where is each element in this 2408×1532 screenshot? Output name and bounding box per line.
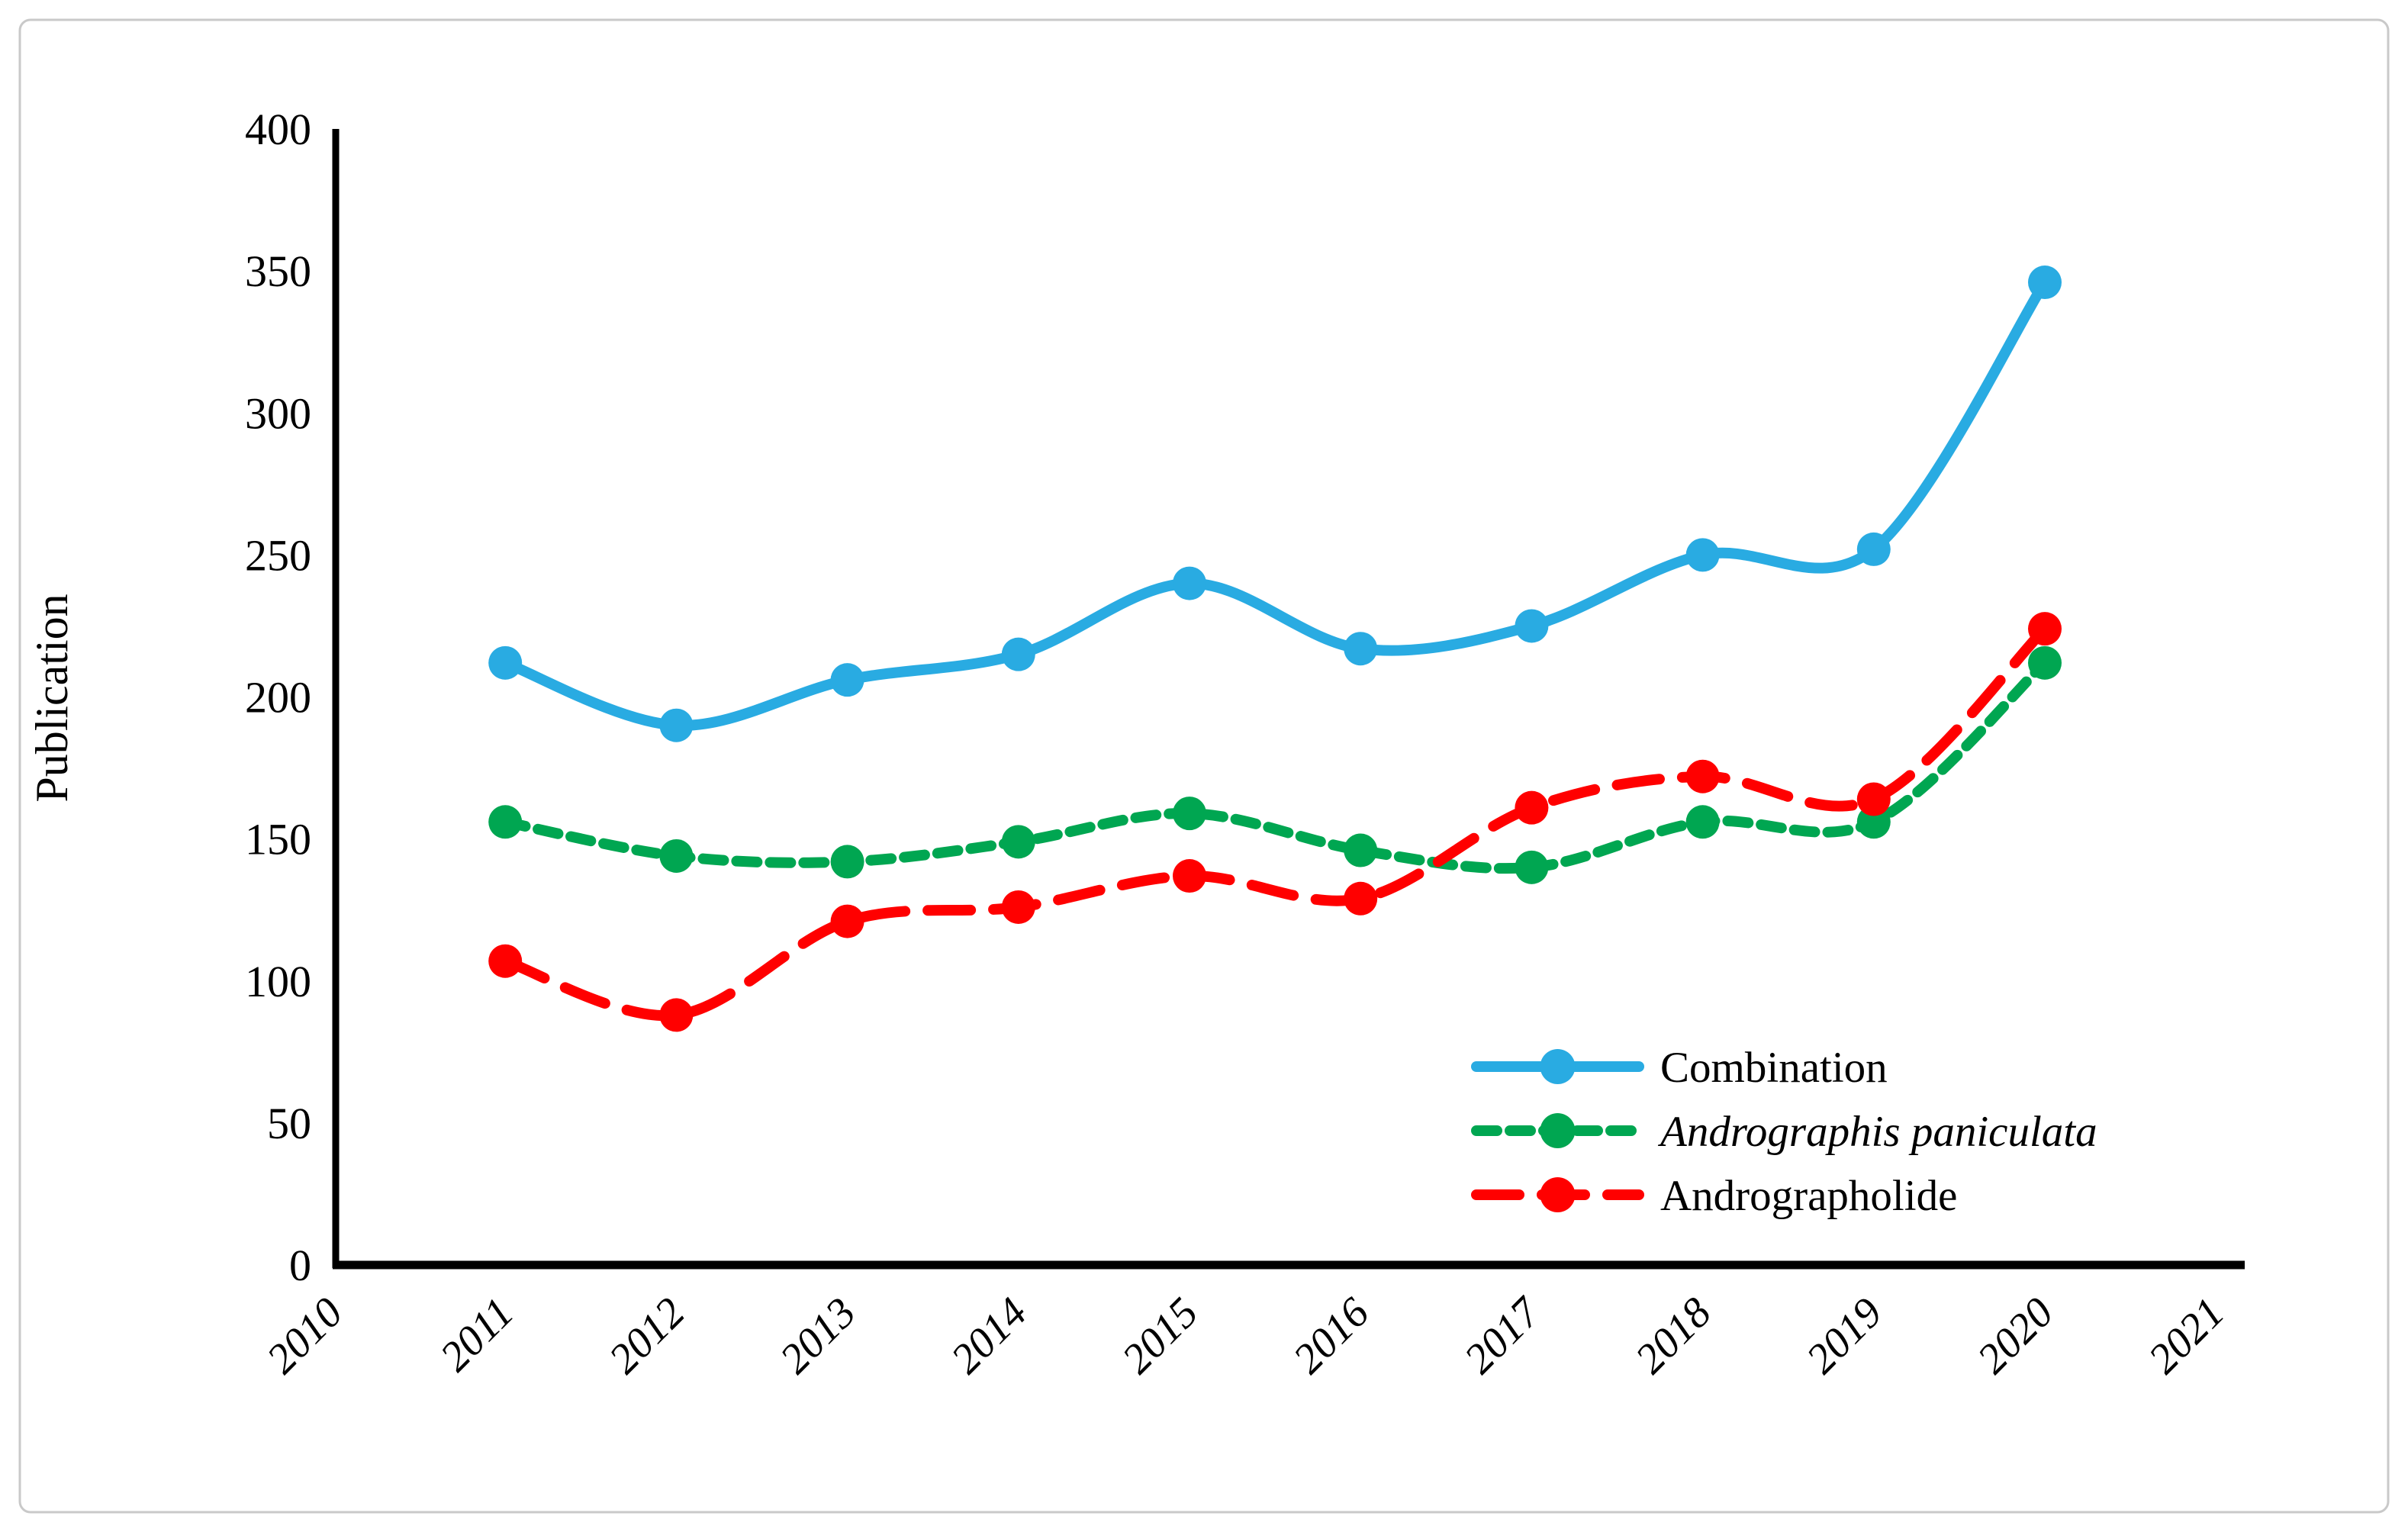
legend-label: Andrographis paniculata <box>1657 1108 2097 1156</box>
legend: Combination Andrographis paniculata Androg… <box>1471 1044 2097 1220</box>
data-point-marker <box>1173 859 1206 893</box>
series-line-andrographolide <box>500 623 2050 1022</box>
data-point-marker <box>1344 881 1378 916</box>
data-point-marker <box>830 845 864 879</box>
data-point-marker <box>659 838 694 873</box>
data-point-marker <box>1173 797 1206 831</box>
data-point-marker <box>1515 790 1549 825</box>
data-point-marker <box>1515 609 1549 643</box>
axes <box>332 129 2245 1270</box>
data-point-marker <box>1344 632 1378 666</box>
series-markers <box>488 266 2062 1032</box>
data-point-marker <box>2028 612 2062 646</box>
y-tick-label: 150 <box>245 815 311 864</box>
data-point-marker <box>2028 645 2062 680</box>
data-point-marker <box>1173 566 1206 600</box>
data-point-marker <box>488 944 523 978</box>
data-point-marker <box>1685 538 1720 572</box>
y-tick-label: 250 <box>245 530 311 580</box>
legend-label: Combination <box>1660 1044 1888 1092</box>
series-line-combination <box>500 277 2050 731</box>
legend-marker <box>1540 1113 1576 1148</box>
data-point-marker <box>1001 637 1035 671</box>
y-axis-tick-labels: 0 50 100 150 200 250 300 350 400 <box>245 105 311 1290</box>
data-point-marker <box>1856 532 1891 566</box>
data-point-marker <box>1685 759 1720 793</box>
legend-marker <box>1540 1177 1576 1212</box>
y-tick-label: 50 <box>267 1099 311 1148</box>
data-point-marker <box>830 663 864 697</box>
legend-marker <box>1540 1049 1576 1084</box>
series-line-andrographis-paniculata <box>500 657 2050 874</box>
y-tick-label: 350 <box>245 246 311 296</box>
data-point-marker <box>488 805 523 839</box>
data-point-marker <box>2028 266 2062 300</box>
data-point-marker <box>1856 782 1891 816</box>
data-point-marker <box>1001 825 1035 859</box>
y-tick-label: 100 <box>245 957 311 1006</box>
data-point-marker <box>659 708 694 742</box>
y-tick-label: 200 <box>245 673 311 723</box>
legend-item-andrographolide: Andrographolide <box>1471 1172 1957 1220</box>
y-tick-label: 300 <box>245 388 311 438</box>
series-lines <box>500 277 2050 1022</box>
data-point-marker <box>1001 890 1035 924</box>
data-point-marker <box>1685 805 1720 839</box>
y-axis-title: Publication <box>27 594 77 802</box>
y-tick-label: 400 <box>245 105 311 154</box>
data-point-marker <box>830 904 864 938</box>
data-point-marker <box>1344 833 1378 867</box>
data-point-marker <box>488 645 523 680</box>
figure-border <box>18 18 2390 1514</box>
legend-item-combination: Combination <box>1471 1044 1888 1092</box>
legend-item-andrographis-paniculata: Andrographis paniculata <box>1471 1108 2097 1156</box>
data-point-marker <box>659 998 694 1032</box>
y-tick-label: 0 <box>289 1241 311 1290</box>
data-point-marker <box>1515 850 1549 884</box>
legend-label: Andrographolide <box>1660 1172 1957 1220</box>
